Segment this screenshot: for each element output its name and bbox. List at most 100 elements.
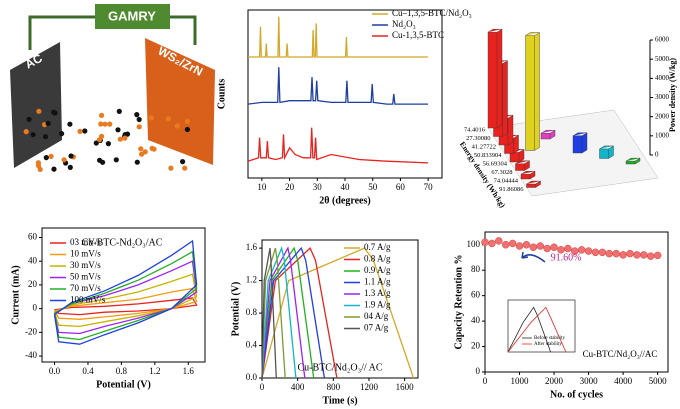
ion	[149, 145, 155, 151]
x-tick-label: 0	[260, 382, 265, 392]
series-line	[261, 246, 306, 379]
y-axis-title: Capacity Retention %	[453, 255, 464, 350]
ion	[148, 115, 154, 121]
ion	[105, 141, 111, 147]
ion	[165, 116, 171, 122]
legend-label: 1.1 A/g	[364, 277, 391, 287]
ion	[184, 126, 190, 133]
bar	[572, 132, 588, 154]
y-tick-label: 0	[476, 366, 481, 376]
series-line	[261, 247, 286, 379]
gamry-label: GAMRY	[108, 8, 156, 23]
y-tick-label: 80	[471, 264, 481, 274]
bar	[599, 145, 614, 159]
ion	[67, 164, 73, 170]
ion	[116, 108, 122, 114]
y-axis-title: Current (mA)	[10, 265, 21, 325]
gamry-box	[95, 4, 170, 29]
ion	[93, 140, 99, 146]
note: Cu-BTC/Nd₂O₃//AC	[583, 349, 658, 359]
y-tick-label: -20	[25, 326, 37, 336]
y-tick-label: 20	[471, 341, 481, 351]
point	[495, 237, 503, 245]
point	[522, 240, 531, 249]
y-tick-label: 0.4	[246, 340, 258, 350]
x-tick-label: 27.30080	[466, 135, 490, 142]
x-tick-label: 56.69304	[483, 160, 508, 167]
ion	[68, 153, 74, 159]
ion	[134, 112, 140, 118]
y-tick-label: 1.2	[246, 275, 257, 285]
point	[550, 243, 558, 252]
x-tick-label: 0.0	[49, 366, 61, 376]
legend-label: 0.8 A/g	[364, 254, 391, 264]
y-tick-label: 100	[467, 239, 481, 249]
x-tick-label: 1.6	[183, 366, 195, 376]
ion	[102, 121, 108, 127]
y-tick-label: 4000	[655, 74, 670, 82]
x-tick-label: 50	[368, 182, 378, 192]
x-tick-label: 20	[285, 182, 295, 192]
bar	[526, 180, 541, 188]
point	[564, 244, 572, 253]
ion	[48, 153, 54, 159]
x-tick-label: 10	[257, 182, 267, 192]
ions	[23, 108, 191, 172]
legend-label: 03 mV/s	[70, 237, 101, 247]
bar	[525, 32, 540, 151]
legend-label: After stability	[534, 342, 562, 347]
point	[612, 249, 620, 258]
ion	[26, 116, 32, 122]
legend-label: 07 A/g	[364, 323, 389, 333]
cell-diagram: GAMRY AC WS₂/ZrN	[10, 4, 215, 172]
point	[605, 249, 614, 258]
ion	[59, 131, 65, 137]
x-tick-label: 3000	[580, 376, 599, 386]
y-tick-label: 1.6	[246, 242, 258, 252]
x-tick-label: 30	[313, 182, 323, 192]
y-tick-label: 5000	[655, 55, 670, 63]
legend-label: 04 A/g	[364, 311, 389, 321]
ion	[42, 134, 49, 140]
point	[529, 243, 538, 252]
wire	[28, 15, 197, 50]
point	[640, 251, 648, 259]
x-axis-title: Time (s)	[322, 395, 357, 406]
ion	[122, 135, 128, 141]
series-line	[261, 247, 277, 379]
arrow	[521, 251, 546, 263]
y-tick-label: 40	[471, 315, 481, 325]
ion	[77, 128, 83, 134]
y-tick-label: 60	[28, 232, 38, 242]
point	[488, 239, 496, 248]
ion	[43, 155, 49, 161]
annotation: Cu-BTC-Nd₂O₃/AC	[82, 237, 163, 248]
ion	[174, 123, 180, 129]
y-tick-label: 0.8	[246, 307, 258, 317]
series-line	[261, 246, 326, 379]
ion	[23, 129, 29, 135]
ion	[30, 132, 36, 138]
ion	[99, 112, 105, 118]
y-axis-title: Potential (V)	[230, 282, 241, 337]
ion	[180, 159, 186, 165]
legend-label: Nd₂O₃	[392, 19, 416, 29]
y-tick-label: 6000	[655, 36, 670, 44]
ion	[98, 121, 104, 127]
ion	[82, 128, 88, 134]
ion	[136, 124, 142, 130]
ion	[37, 166, 43, 172]
y-tick-label: 3000	[655, 93, 670, 101]
x-axis-title: No. of cycles	[550, 389, 603, 400]
ion	[45, 120, 51, 126]
point	[598, 248, 607, 257]
x-tick-label: 60	[396, 182, 406, 192]
point	[591, 248, 600, 257]
x-tick-label: 2000	[545, 376, 564, 386]
y-tick-label: 60	[471, 290, 481, 300]
bar	[540, 130, 556, 140]
x-tick-label: 91.86086	[499, 186, 524, 193]
x-tick-label: 0.8	[116, 366, 128, 376]
annotation: 91.60%	[551, 252, 582, 263]
point	[584, 247, 593, 255]
